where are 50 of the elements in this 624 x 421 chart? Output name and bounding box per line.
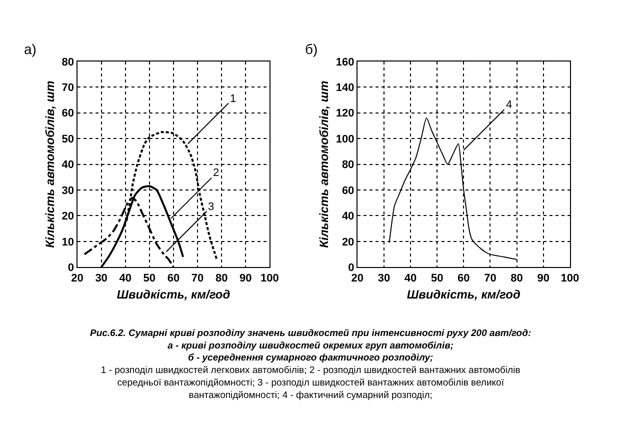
x-tick-label: 60 <box>167 272 180 284</box>
y-tick-label: 30 <box>62 184 74 197</box>
y-tick-label: 120 <box>336 108 354 120</box>
x-tick-label: 20 <box>351 272 364 284</box>
text: Рис.6.2. Сумарні криві розподілу значень швидкостей при інтенсивності руху 200 авт/год: <box>90 328 532 339</box>
y-tick-label: 100 <box>336 133 354 146</box>
x-tick-label: 50 <box>430 272 444 284</box>
x-tick-label: 30 <box>378 272 390 284</box>
x-tick-label: 80 <box>215 272 228 284</box>
text: а - криві розподілу швидкостей окремих груп автомобілів; <box>168 340 454 352</box>
chart-title: б) <box>305 41 318 57</box>
x-tick-label: 90 <box>240 272 252 284</box>
x-tick-label: 100 <box>260 272 279 284</box>
x-tick-label: 90 <box>537 272 550 284</box>
annotation: 3 <box>208 201 214 213</box>
y-tick-label: 60 <box>62 108 74 120</box>
annotation: 1 <box>230 93 236 105</box>
x-axis-title: Швидкість, км/год <box>116 287 230 302</box>
y-tick-label: 20 <box>62 210 74 223</box>
y-tick-label: 160 <box>336 56 354 68</box>
annotation: 2 <box>213 167 220 179</box>
y-tick-label: 50 <box>62 133 74 146</box>
y-tick-label: 80 <box>62 56 74 68</box>
y-tick-label: 140 <box>336 82 354 94</box>
y-tick-label: 0 <box>68 262 74 274</box>
x-tick-label: 40 <box>404 272 417 284</box>
x-tick-label: 60 <box>458 272 470 284</box>
y-tick-label: 40 <box>62 159 74 172</box>
x-tick-label: 100 <box>560 272 580 284</box>
text: 1 - розподіл швидкостей легкових автомобілів; 2 - розподіл швидкостей вантажних автомобілів середньої вантажопідйомності; 3 - розподіл швидкостей вантажних автомобілів великої вантажопідйомності; 4 - фактичний сумарний розподіл; <box>100 365 520 401</box>
x-tick-label: 40 <box>119 272 132 284</box>
y-tick-label: 40 <box>342 210 354 223</box>
x-axis-title: Швидкість, км/год <box>406 287 520 302</box>
x-tick-label: 70 <box>484 272 496 284</box>
y-tick-label: 10 <box>62 236 74 248</box>
x-tick-label: 80 <box>510 272 523 284</box>
text: б - усереднення сумарного фактичного розподілу; <box>188 352 434 364</box>
y-axis-title: Кількість автомобілів, шт <box>43 80 58 248</box>
x-tick-label: 70 <box>191 272 204 284</box>
chart-title: а) <box>24 41 36 57</box>
y-tick-label: 80 <box>342 159 354 172</box>
x-tick-label: 20 <box>71 272 84 284</box>
y-tick-label: 20 <box>342 236 354 248</box>
x-tick-label: 50 <box>143 272 156 284</box>
annotation: 4 <box>506 99 512 111</box>
y-tick-label: 60 <box>342 184 354 197</box>
y-tick-label: 0 <box>348 262 354 274</box>
y-tick-label: 70 <box>62 82 74 94</box>
x-tick-label: 30 <box>95 272 108 284</box>
y-axis-title: Кількість автомобілів, шт <box>317 80 332 248</box>
